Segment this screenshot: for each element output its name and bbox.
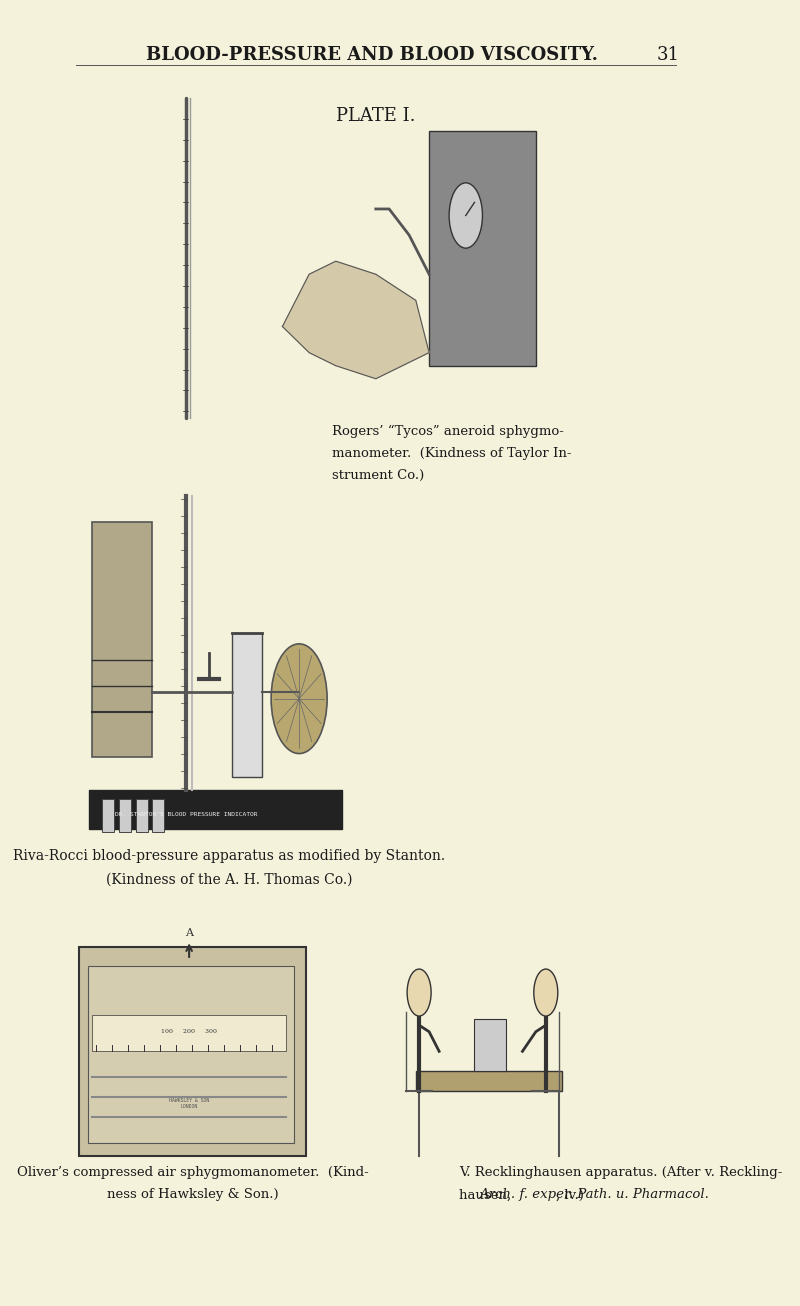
Bar [79, 947, 306, 1156]
Bar [119, 799, 131, 832]
Circle shape [534, 969, 558, 1016]
Text: strument Co.): strument Co.) [333, 469, 425, 482]
Bar [102, 799, 114, 832]
Bar [233, 633, 262, 777]
Bar [93, 1015, 286, 1051]
Text: BLOOD-PRESSURE AND BLOOD VISCOSITY.: BLOOD-PRESSURE AND BLOOD VISCOSITY. [146, 46, 598, 64]
Text: DR. STANTON'S BLOOD PRESSURE INDICATOR: DR. STANTON'S BLOOD PRESSURE INDICATOR [114, 812, 257, 818]
Circle shape [407, 969, 431, 1016]
Text: 31: 31 [656, 46, 679, 64]
Text: 100     200     300: 100 200 300 [161, 1029, 217, 1034]
Bar [89, 790, 342, 829]
Text: Riva-Rocci blood-pressure apparatus as modified by Stanton.: Riva-Rocci blood-pressure apparatus as m… [13, 849, 445, 863]
Bar [93, 522, 153, 757]
Bar [256, 118, 622, 411]
Text: manometer.  (Kindness of Taylor In-: manometer. (Kindness of Taylor In- [333, 447, 572, 460]
Bar [136, 799, 148, 832]
Circle shape [271, 644, 327, 754]
Text: ness of Hawksley & Son.): ness of Hawksley & Son.) [106, 1188, 278, 1202]
Text: A: A [185, 929, 193, 939]
Text: Rogers’ “Tycos” aneroid sphygmo-: Rogers’ “Tycos” aneroid sphygmo- [333, 424, 564, 438]
Bar [416, 1071, 562, 1091]
Bar [153, 799, 165, 832]
Text: HAWKSLEY & SON
LONDON: HAWKSLEY & SON LONDON [169, 1098, 210, 1109]
Circle shape [449, 183, 482, 248]
Text: , lv.): , lv.) [556, 1188, 584, 1202]
Polygon shape [282, 261, 429, 379]
Text: hausen,: hausen, [459, 1188, 515, 1202]
Text: V. Recklinghausen apparatus. (After v. Reckling-: V. Recklinghausen apparatus. (After v. R… [459, 1166, 782, 1179]
Bar [429, 131, 536, 366]
Text: Oliver’s compressed air sphygmomanometer.  (Kind-: Oliver’s compressed air sphygmomanometer… [17, 1166, 368, 1179]
Text: PLATE I.: PLATE I. [336, 107, 415, 125]
Text: (Kindness of the A. H. Thomas Co.): (Kindness of the A. H. Thomas Co.) [106, 872, 352, 887]
Text: Arch. f. exper. Path. u. Pharmacol.: Arch. f. exper. Path. u. Pharmacol. [479, 1188, 709, 1202]
Bar [88, 966, 294, 1143]
Bar [474, 1019, 506, 1071]
